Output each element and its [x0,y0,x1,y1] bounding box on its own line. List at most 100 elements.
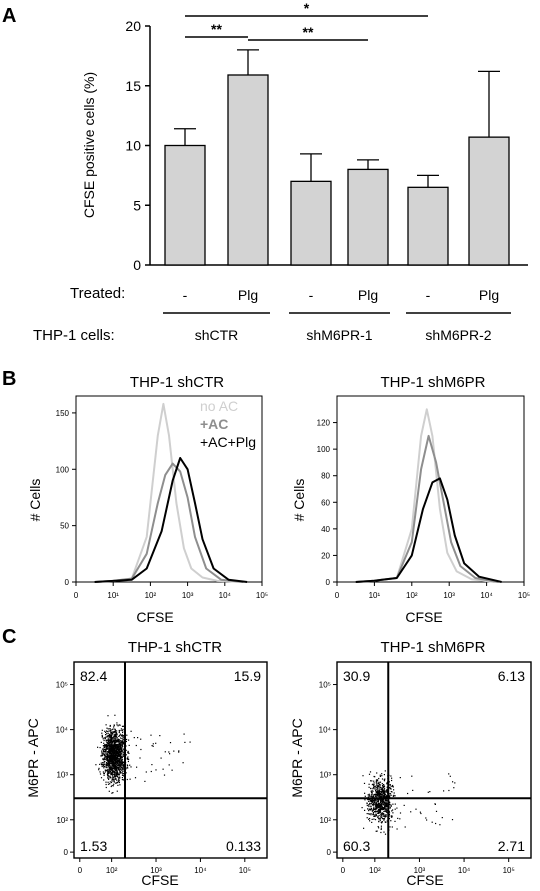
cell-dot [117,757,119,760]
cell-dot [104,751,106,753]
cell-dot [111,737,113,739]
cell-dot [121,740,123,742]
cell-dot [116,740,118,742]
cell-dot [378,810,380,812]
quadrant-top-left: 30.9 [343,668,370,684]
cell-dot [108,756,110,759]
cell-dot [378,814,380,817]
y-tick-label: 10³ [56,771,68,780]
cell-dot [375,787,377,789]
cell-dot [111,736,113,739]
cell-dot [106,761,108,764]
cell-dot [371,784,373,786]
x-tick-label: 10³ [150,866,162,875]
cell-dot [118,731,120,734]
cell-dot [106,773,109,775]
cell-dot [122,779,125,781]
cell-dot [368,786,370,788]
cell-dot [377,811,380,813]
cell-dot [389,796,391,798]
cell-dot [377,816,379,818]
cell-dot [379,808,381,810]
cell-dot [110,742,112,744]
cell-dot [383,818,385,820]
cell-dot [384,793,386,795]
cell-dot [368,794,370,797]
cell-dot [113,748,115,750]
cell-dot [377,779,379,781]
cell-dot [389,826,391,828]
cell-dot [377,809,379,811]
cell-dot [380,803,382,805]
cell-dot [111,757,113,759]
cell-dot [111,759,114,761]
cell-dot [383,792,385,794]
dot-cloud [95,714,191,794]
cell-dot [377,799,379,801]
cell-dot [373,808,375,811]
cell-dot [118,773,120,775]
panel-label-a: A [2,5,16,27]
cell-dot [116,790,118,792]
cell-dot [115,765,117,767]
cell-dot [103,772,105,775]
cell-dot [378,802,380,804]
cell-dot [435,822,437,825]
cell-dot [113,743,115,745]
a-significance-star: ** [211,21,222,37]
cell-dot [373,801,375,803]
cell-dot [116,739,118,741]
cell-dot [109,759,111,761]
cell-dot [380,796,383,798]
cell-dot [391,826,393,828]
cell-dot [118,755,120,757]
cell-dot [381,791,383,793]
cell-dot [112,733,114,735]
cell-dot [111,784,113,787]
cell-dot [120,757,122,759]
a-category-label: Plg [358,287,378,303]
cell-dot [375,803,377,806]
cell-dot [117,751,119,753]
cell-dot [122,770,124,772]
cell-dot [384,805,386,807]
cell-dot [118,779,120,781]
cell-dot [119,742,121,744]
cell-dot [113,755,115,757]
cell-dot [111,769,113,772]
cell-dot [369,800,371,802]
cell-dot [372,799,374,801]
cell-dot [109,767,111,769]
histogram-line [355,477,502,583]
cell-dot [122,768,124,770]
cell-dot [393,792,395,794]
b2-x-axis-label: CFSE [405,609,442,625]
cell-dot [367,808,369,810]
a-y-axis-label: CFSE positive cells (%) [81,72,97,218]
cell-dot [373,787,375,789]
cell-dot [370,800,372,803]
cell-dot [384,806,386,808]
a-category-labels: - Plg - Plg - Plg [183,287,499,303]
cell-dot [111,750,113,752]
cell-dot [371,802,373,804]
cell-dot [112,792,114,794]
cell-dot [375,807,377,809]
cell-dot [107,735,109,737]
cell-dot [114,777,117,779]
cell-dot [375,808,377,810]
y-tick-label: 10² [56,816,68,825]
cell-dot [112,731,114,733]
cell-dot [377,794,379,796]
cell-dot [369,795,371,797]
cell-dot [384,796,386,798]
cell-dot [104,730,106,732]
cell-dot [379,819,381,821]
cell-dot [108,749,110,751]
cell-dot [380,815,382,817]
cell-dot [375,793,377,795]
cell-dot [173,750,175,752]
cell-dot [118,780,120,782]
cell-dot [120,753,123,755]
cell-dot [112,739,115,741]
